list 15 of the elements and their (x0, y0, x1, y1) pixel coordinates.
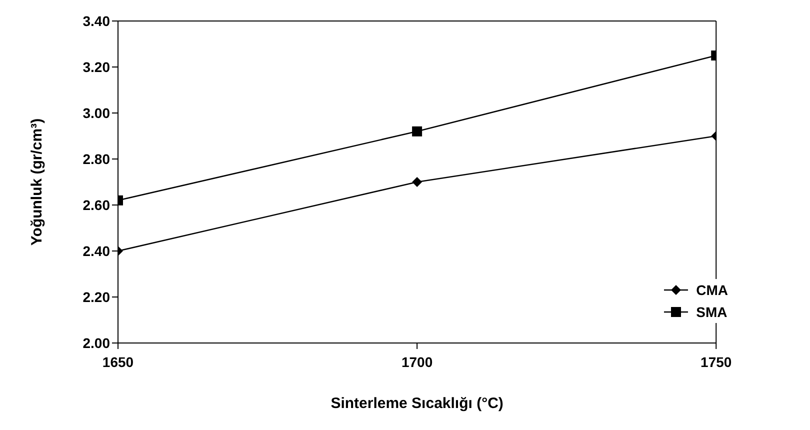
x-tick-label: 1750 (700, 354, 732, 370)
x-tick-label: 1650 (102, 354, 134, 370)
y-tick-label: 2.00 (82, 334, 110, 351)
y-tick-label: 3.40 (82, 12, 110, 29)
y-tick-label: 2.60 (82, 196, 110, 213)
x-tick-label: 1700 (401, 354, 433, 370)
y-tick-label: 3.20 (82, 58, 110, 75)
y-tick-label: 2.40 (82, 242, 110, 259)
y-tick-label: 2.80 (82, 150, 110, 167)
y-tick-label: 2.20 (82, 288, 110, 305)
legend-label: CMA (696, 282, 728, 298)
x-axis-title: Sinterleme Sıcaklığı (°C) (330, 395, 504, 412)
legend-label: SMA (696, 304, 728, 320)
y-axis-title: Yoğunluk (gr/cm³) (28, 118, 46, 246)
y-tick-label: 3.00 (82, 104, 110, 121)
